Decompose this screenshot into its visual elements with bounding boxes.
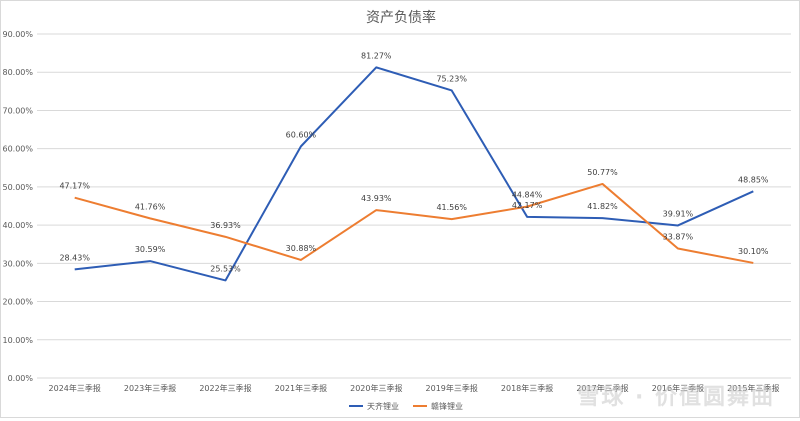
y-tick-label: 30.00% [2,259,33,268]
axis-layer: 0.00% 10.00% 20.00% 30.00% 40.00% 50.00% 60.00… [2,30,779,393]
data-label: 33.87% [663,233,694,242]
data-label: 50.77% [587,168,618,177]
data-label: 41.56% [436,203,467,212]
legend-label-1: 天齐锂业 [367,401,399,411]
data-label: 30.88% [286,244,317,253]
y-tick-label: 10.00% [2,336,33,345]
data-label: 25.53% [210,264,241,273]
x-tick-label: 2018年三季报 [501,383,553,393]
y-tick-label: 90.00% [2,30,33,39]
y-tick-label: 70.00% [2,106,33,115]
data-label-layer: 28.43% 30.59% 25.53% 60.60% 81.27% 75.23% 42.1… [59,51,769,273]
x-tick-label: 2015年三季报 [727,383,779,393]
data-label: 41.76% [135,202,166,211]
y-tick-label: 20.00% [2,298,33,307]
y-tick-label: 0.00% [8,374,34,383]
x-tick-label: 2020年三季报 [350,383,402,393]
data-label: 60.60% [286,130,317,139]
y-tick-label: 80.00% [2,68,33,77]
data-label: 81.27% [361,51,392,60]
data-label: 75.23% [436,74,467,83]
y-tick-label: 50.00% [2,183,33,192]
x-tick-label: 2021年三季报 [275,383,327,393]
watermark: 雪球 · 价值圆舞曲 [577,385,775,410]
data-label: 30.59% [135,245,166,254]
data-label: 36.93% [210,221,241,230]
x-tick-label: 2022年三季报 [199,383,251,393]
data-label: 44.84% [512,191,543,200]
x-tick-label: 2019年三季报 [426,383,478,393]
data-label: 42.17% [512,201,543,210]
data-label: 41.82% [587,202,618,211]
x-tick-label: 2017年三季报 [576,383,628,393]
series-line-1 [74,66,754,282]
data-label: 30.10% [738,247,769,256]
data-label: 39.91% [663,209,694,218]
data-label: 28.43% [59,253,90,262]
legend-label-2: 赣锋锂业 [431,401,463,411]
data-label: 47.17% [59,182,90,191]
y-tick-label: 60.00% [2,145,33,154]
series-line-2 [74,182,754,264]
x-tick-label: 2023年三季报 [124,383,176,393]
x-tick-label: 2016年三季报 [652,383,704,393]
data-label: 43.93% [361,194,392,203]
chart-title: 资产负债率 [366,10,436,26]
x-tick-label: 2024年三季报 [49,383,101,393]
legend: 天齐锂业 赣锋锂业 [349,401,463,411]
series-layer [74,66,754,282]
y-tick-label: 40.00% [2,221,33,230]
data-label: 48.85% [738,175,769,184]
